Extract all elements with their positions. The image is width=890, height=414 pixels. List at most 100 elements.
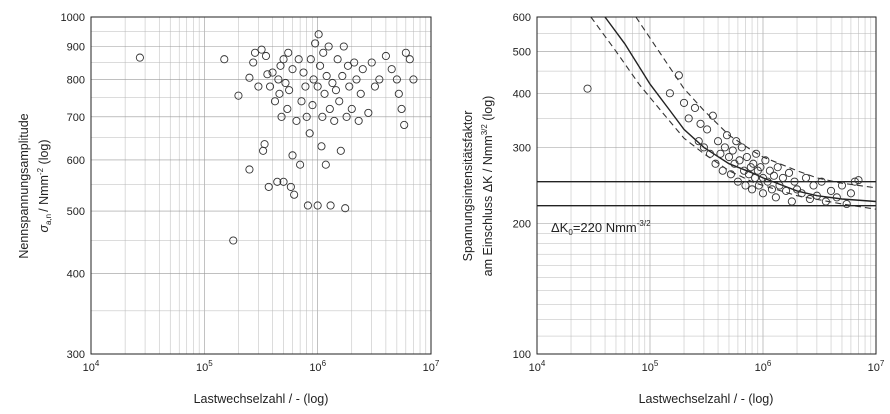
y-tick-label: 500: [67, 206, 85, 218]
data-point: [284, 48, 293, 57]
data-point: [790, 177, 799, 186]
x-tick-label: 107: [423, 359, 440, 374]
data-point: [797, 189, 806, 198]
data-point: [325, 104, 334, 114]
data-point: [339, 42, 348, 51]
left-y-axis-title-2: σa,n / Nmm-2 (log): [36, 139, 53, 232]
x-tick-base: 10: [423, 362, 435, 374]
data-point: [392, 75, 401, 84]
data-point: [742, 152, 751, 162]
data-point: [703, 125, 712, 134]
data-point: [305, 129, 314, 138]
data-point: [281, 78, 290, 88]
data-point: [778, 173, 787, 182]
data-point: [792, 185, 802, 194]
scatter-band-lower: [590, 16, 877, 210]
x-tick-label: 105: [642, 359, 659, 374]
data-point: [229, 236, 238, 245]
right-y-axis-title-line2: am Einschluss ΔK / Nmm3/2 (log): [480, 96, 495, 277]
right-ylabel-line2-text: am Einschluss ΔK / Nmm: [481, 135, 495, 276]
data-point: [387, 65, 396, 74]
data-point: [405, 55, 414, 64]
data-point: [713, 137, 723, 146]
data-point: [696, 119, 705, 128]
data-point: [769, 171, 779, 180]
data-point: [354, 116, 363, 125]
x-tick-base: 10: [309, 362, 321, 374]
x-tick-exp: 7: [880, 359, 885, 368]
left-grid: [90, 16, 431, 355]
data-point: [265, 82, 275, 91]
right-y-tick-labels: 100 200 300 400 500 600: [513, 12, 531, 361]
x-tick-exp: 7: [435, 359, 440, 368]
data-point: [821, 197, 830, 206]
data-point: [767, 185, 776, 194]
right-x-tick-labels: 104 105 106 107: [529, 359, 885, 374]
data-point: [288, 151, 297, 160]
data-point: [679, 98, 689, 107]
right-ylabel-tail: (log): [481, 96, 495, 124]
left-y-tick-labels: 300 400 500 600 700 800 900 1000: [61, 12, 85, 361]
data-point: [750, 173, 760, 182]
data-point: [320, 89, 329, 98]
data-point: [758, 189, 768, 198]
data-point: [754, 181, 763, 190]
data-point: [708, 111, 717, 120]
threshold-annotation: ΔK0=220 Nmm-3/2: [551, 219, 651, 237]
data-point: [747, 185, 757, 194]
data-point: [773, 163, 782, 172]
data-point: [735, 156, 744, 165]
x-tick-exp: 5: [654, 359, 659, 368]
x-tick-label: 104: [83, 359, 100, 374]
left-x-axis-title: Lastwechselzahl / - (log): [194, 392, 329, 406]
data-point: [333, 55, 342, 64]
data-point: [397, 104, 406, 114]
x-tick-exp: 4: [541, 359, 546, 368]
data-point: [381, 51, 390, 61]
data-point: [268, 68, 277, 77]
x-tick-base: 10: [868, 362, 880, 374]
y-tick-label: 400: [67, 268, 85, 280]
data-point: [722, 131, 732, 140]
data-point: [583, 84, 592, 93]
left-ylabel-line2-text: / Nmm: [37, 175, 51, 212]
data-point: [842, 199, 851, 209]
left-ylabel-sub: a,n: [44, 214, 53, 225]
data-point: [364, 108, 373, 117]
y-tick-label: 400: [513, 88, 531, 100]
right-plot-frame: [536, 16, 877, 355]
data-point: [805, 194, 814, 204]
data-point: [326, 201, 335, 210]
data-point: [375, 75, 384, 84]
data-point: [749, 159, 758, 168]
data-point: [720, 143, 729, 152]
threshold-label-sup: -3/2: [637, 219, 651, 228]
data-point: [761, 156, 770, 165]
data-point: [245, 165, 254, 174]
right-y-axis-title: Spannungsintensitätsfaktor: [461, 111, 475, 262]
data-point: [275, 89, 284, 98]
left-ylabel-sup: -2: [36, 167, 45, 175]
x-tick-label: 105: [196, 359, 213, 374]
data-point: [338, 71, 347, 81]
data-point: [787, 197, 796, 206]
data-point: [306, 55, 315, 64]
threshold-label-prefix: ΔK: [551, 220, 569, 235]
data-point: [234, 91, 243, 100]
data-point: [854, 176, 863, 185]
y-tick-label: 500: [513, 46, 531, 58]
data-point: [784, 168, 794, 177]
data-point: [309, 75, 318, 84]
data-point: [347, 104, 356, 114]
data-point: [279, 55, 288, 64]
y-tick-label: 300: [67, 349, 85, 361]
left-ylabel-tail: (log): [37, 139, 51, 167]
right-y-axis-title-line1: Spannungsintensitätsfaktor: [461, 111, 475, 262]
data-point: [290, 190, 299, 199]
threshold-label-sub: 0: [568, 228, 573, 237]
data-point: [283, 104, 292, 114]
data-point: [350, 58, 359, 67]
x-tick-exp: 6: [767, 359, 772, 368]
